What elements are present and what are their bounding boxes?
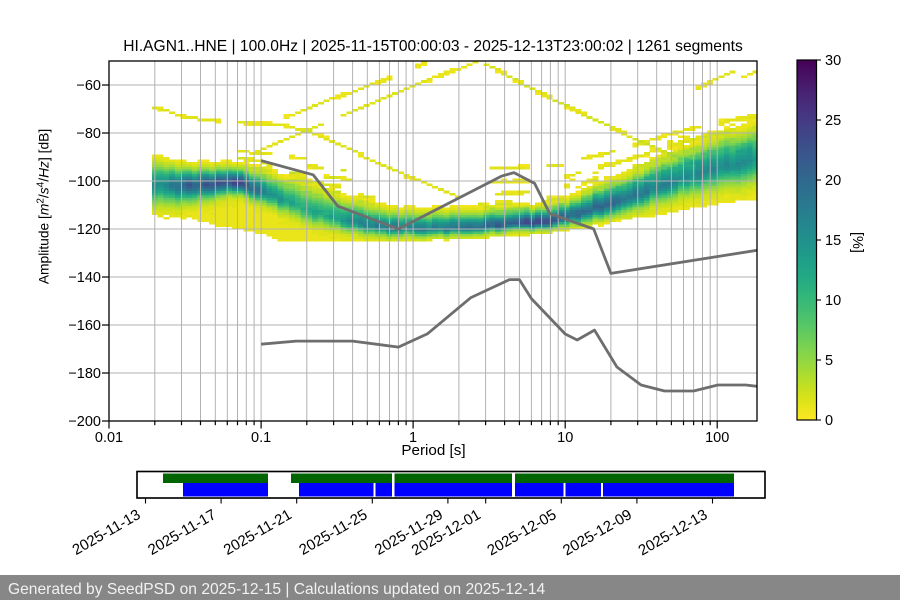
svg-text:−120: −120 xyxy=(68,222,101,238)
svg-text:5: 5 xyxy=(825,353,833,369)
svg-text:0: 0 xyxy=(825,413,833,429)
svg-text:15: 15 xyxy=(825,233,841,249)
svg-text:20: 20 xyxy=(825,173,841,189)
svg-text:30: 30 xyxy=(825,53,841,69)
svg-text:−160: −160 xyxy=(68,318,101,334)
svg-text:0.01: 0.01 xyxy=(95,430,123,446)
svg-text:HI.AGN1..HNE | 100.0Hz | 2025-: HI.AGN1..HNE | 100.0Hz | 2025-11-15T00:0… xyxy=(123,38,743,55)
svg-text:25: 25 xyxy=(825,113,841,129)
svg-text:−140: −140 xyxy=(68,270,101,286)
svg-text:10: 10 xyxy=(557,430,573,446)
svg-text:100: 100 xyxy=(705,430,729,446)
svg-text:−80: −80 xyxy=(76,126,101,142)
svg-text:−100: −100 xyxy=(68,174,101,190)
svg-text:−200: −200 xyxy=(68,414,101,430)
svg-text:Generated by SeedPSD on 2025-1: Generated by SeedPSD on 2025-12-15 | Cal… xyxy=(8,581,546,598)
svg-text:1: 1 xyxy=(409,430,417,446)
svg-text:[%]: [%] xyxy=(849,232,865,253)
svg-text:Period [s]: Period [s] xyxy=(401,442,465,459)
svg-text:Amplitude [m2/s4/Hz] [dB]: Amplitude [m2/s4/Hz] [dB] xyxy=(36,129,52,284)
svg-text:−180: −180 xyxy=(68,366,101,382)
svg-text:−60: −60 xyxy=(76,78,101,94)
svg-text:10: 10 xyxy=(825,293,841,309)
svg-text:0.1: 0.1 xyxy=(251,430,271,446)
